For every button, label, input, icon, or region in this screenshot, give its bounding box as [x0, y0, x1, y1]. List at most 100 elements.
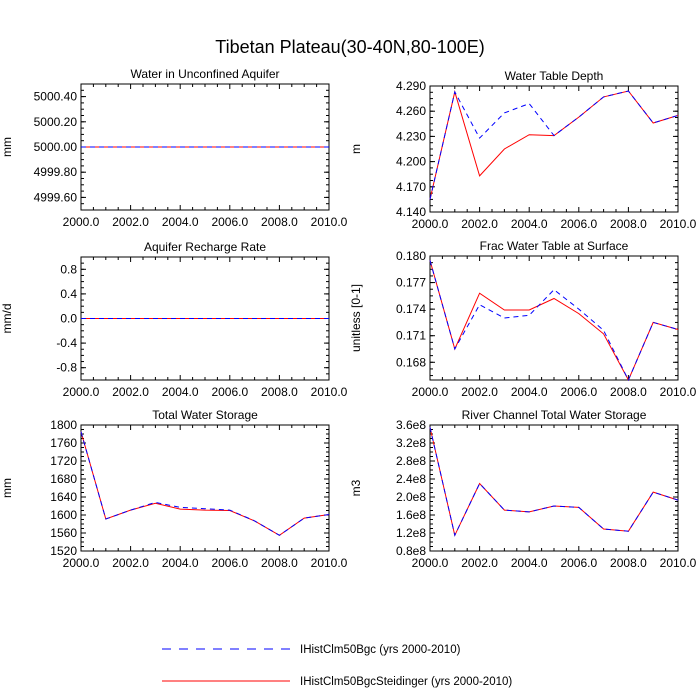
x-tick-label: 2010.0	[660, 217, 697, 231]
y-tick-label: 2.8e8	[396, 454, 426, 468]
x-tick-label: 2004.0	[162, 215, 199, 229]
x-tick-label: 2010.0	[311, 385, 348, 399]
y-tick-label: 4999.80	[34, 165, 78, 179]
y-tick-label: 1600	[50, 508, 77, 522]
series-line-0	[429, 90, 679, 200]
x-tick-label: 2000.0	[412, 556, 449, 570]
x-tick-label: 2002.0	[461, 385, 498, 399]
panel-2: Aquifer Recharge Rate mm/d 2000.0 2002.0 200…	[0, 240, 348, 399]
x-tick-label: 2006.0	[560, 385, 597, 399]
x-tick-label: 2002.0	[461, 217, 498, 231]
x-tick-label: 2008.0	[261, 215, 298, 229]
legend-label-0: IHistClm50Bgc (yrs 2000-2010)	[300, 644, 461, 656]
series-line-1	[80, 431, 330, 536]
x-tick-label: 2010.0	[660, 385, 697, 399]
x-tick-label: 2008.0	[610, 217, 647, 231]
y-tick-label: 4.230	[396, 129, 426, 143]
x-tick-label: 2008.0	[610, 385, 647, 399]
x-tick-label: 2004.0	[511, 556, 548, 570]
panel-title: Total Water Storage	[152, 408, 258, 422]
y-tick-label: 1640	[50, 490, 77, 504]
series-line-0	[80, 431, 330, 536]
y-tick-label: 1.6e8	[396, 508, 426, 522]
panel-title: Frac Water Table at Surface	[480, 239, 629, 253]
y-tick-label: 4.170	[396, 180, 426, 194]
panel-title: Water in Unconfined Aquifer	[131, 67, 280, 81]
panel-title: Aquifer Recharge Rate	[144, 240, 266, 254]
y-tick-label: 0.0	[60, 312, 77, 326]
y-tick-label: 3.6e8	[396, 418, 426, 432]
plot-frame	[429, 85, 679, 213]
y-tick-label: 4.140	[396, 205, 426, 219]
y-tick-label: 1520	[50, 544, 77, 558]
y-tick-label: 2.4e8	[396, 472, 426, 486]
x-tick-label: 2000.0	[412, 217, 449, 231]
x-tick-label: 2004.0	[511, 217, 548, 231]
y-axis-label: m3	[349, 479, 363, 496]
panel-5: River Channel Total Water Storage m3 2000.…	[349, 408, 697, 570]
y-axis-label: mm	[0, 478, 14, 498]
y-tick-label: 0.8	[60, 262, 77, 276]
y-tick-label: 1760	[50, 436, 77, 450]
x-tick-label: 2006.0	[560, 217, 597, 231]
x-tick-label: 2006.0	[211, 385, 248, 399]
y-tick-label: 5000.20	[34, 115, 78, 129]
y-axis-label: mm	[0, 137, 14, 157]
y-tick-label: 5000.00	[34, 140, 78, 154]
y-tick-label: 4.200	[396, 155, 426, 169]
x-tick-label: 2000.0	[63, 556, 100, 570]
panel-1: Water Table Depth m 2000.0 2002.0 2004.0 2006…	[349, 69, 697, 231]
y-tick-label: 0.4	[60, 287, 77, 301]
x-tick-label: 2006.0	[211, 215, 248, 229]
y-tick-label: 0.180	[396, 249, 426, 263]
legend-label-1: IHistClm50BgcSteidinger (yrs 2000-2010)	[300, 676, 512, 688]
y-tick-label: 1560	[50, 526, 77, 540]
y-tick-label: -0.4	[56, 336, 77, 350]
plot-frame	[80, 424, 330, 552]
x-tick-label: 2006.0	[211, 556, 248, 570]
y-tick-label: 1680	[50, 472, 77, 486]
series-line-1	[429, 260, 679, 382]
x-tick-label: 2004.0	[511, 385, 548, 399]
y-tick-label: 1720	[50, 454, 77, 468]
x-tick-label: 2000.0	[63, 215, 100, 229]
figure-title: Tibetan Plateau(30-40N,80-100E)	[215, 37, 485, 57]
legend: IHistClm50Bgc (yrs 2000-2010) IHistClm50…	[162, 644, 512, 688]
x-tick-label: 2000.0	[412, 385, 449, 399]
x-tick-label: 2008.0	[610, 556, 647, 570]
x-tick-label: 2004.0	[162, 385, 199, 399]
series-line-1	[429, 427, 679, 537]
panel-title: Water Table Depth	[505, 69, 604, 83]
x-tick-label: 2008.0	[261, 385, 298, 399]
y-tick-label: 0.8e8	[396, 544, 426, 558]
plot-frame	[429, 424, 679, 552]
y-tick-label: 0.174	[396, 302, 426, 316]
panel-0: Water in Unconfined Aquifer mm 2000.0 2002.…	[0, 67, 348, 229]
plot-frame	[429, 255, 679, 381]
y-tick-label: 2.0e8	[396, 490, 426, 504]
panel-4: Total Water Storage mm 2000.0 2002.0 2004.0 2…	[0, 408, 348, 570]
x-tick-label: 2010.0	[311, 215, 348, 229]
x-tick-label: 2000.0	[63, 385, 100, 399]
y-tick-label: 5000.40	[34, 90, 78, 104]
series-line-0	[429, 427, 679, 537]
y-tick-label: 4.260	[396, 104, 426, 118]
x-tick-label: 2006.0	[560, 556, 597, 570]
x-tick-label: 2002.0	[112, 556, 149, 570]
x-tick-label: 2004.0	[162, 556, 199, 570]
x-tick-label: 2010.0	[311, 556, 348, 570]
x-tick-label: 2002.0	[112, 385, 149, 399]
y-tick-label: 0.168	[396, 355, 426, 369]
y-axis-label: unitless [0-1]	[349, 284, 363, 352]
y-tick-label: 4.290	[396, 79, 426, 93]
x-tick-label: 2002.0	[461, 556, 498, 570]
y-tick-label: 3.2e8	[396, 436, 426, 450]
x-tick-label: 2010.0	[660, 556, 697, 570]
y-tick-label: 1.2e8	[396, 526, 426, 540]
series-line-0	[429, 260, 679, 382]
panel-title: River Channel Total Water Storage	[462, 408, 647, 422]
x-tick-label: 2002.0	[112, 215, 149, 229]
y-tick-label: -0.8	[56, 361, 77, 375]
y-tick-label: 0.171	[396, 329, 426, 343]
